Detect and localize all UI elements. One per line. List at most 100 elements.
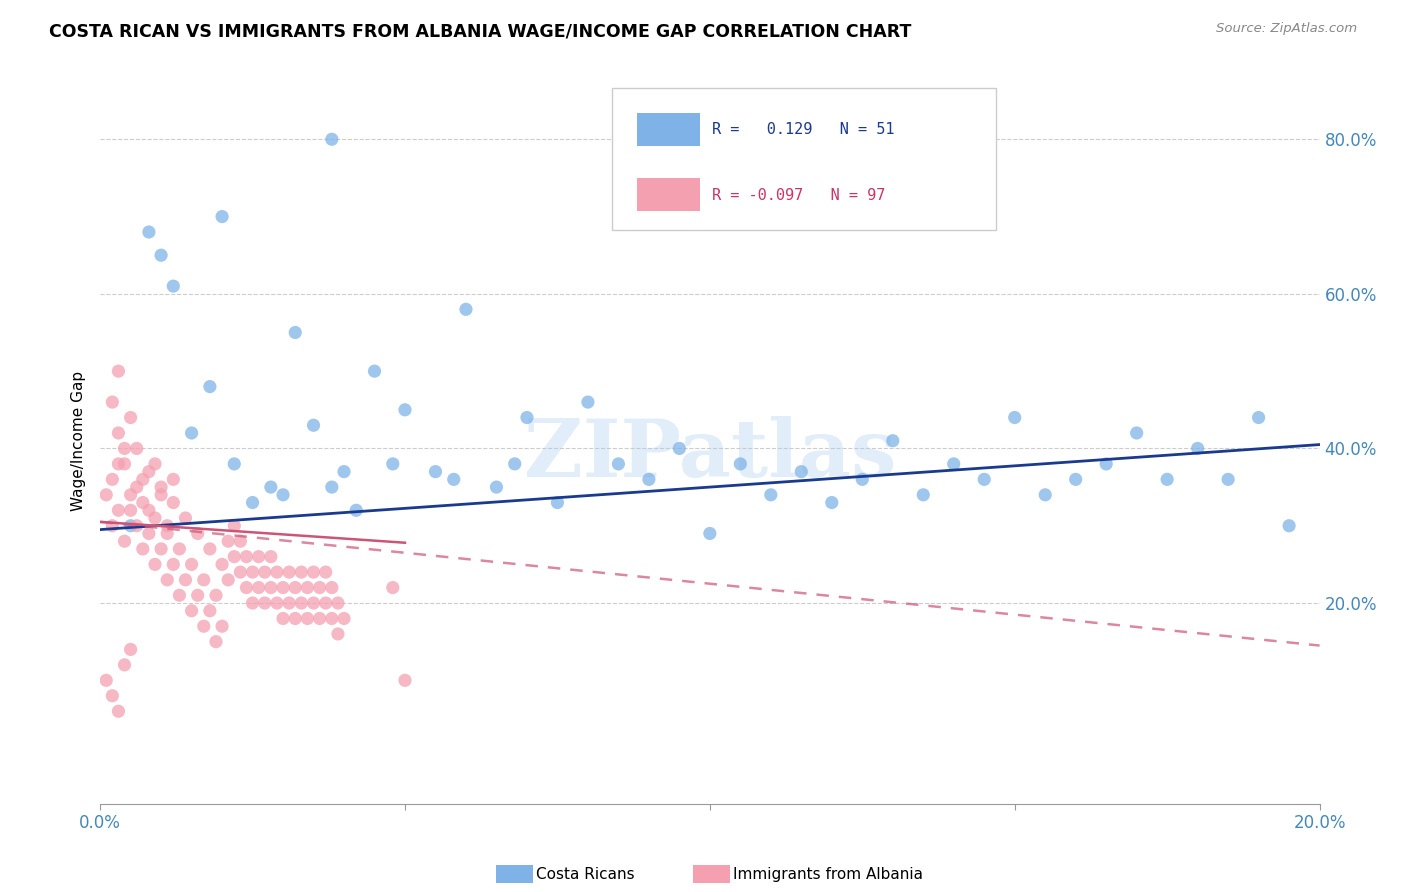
Point <box>321 132 343 146</box>
Point <box>156 518 179 533</box>
Point <box>1095 457 1118 471</box>
Text: Source: ZipAtlas.com: Source: ZipAtlas.com <box>1216 22 1357 36</box>
Point <box>242 565 264 579</box>
Point <box>284 581 307 595</box>
Point <box>321 480 343 494</box>
Point <box>125 480 148 494</box>
FancyBboxPatch shape <box>637 178 700 211</box>
Point <box>120 642 142 657</box>
Point <box>125 518 148 533</box>
Point <box>242 495 264 509</box>
Point <box>138 225 160 239</box>
Text: ZIPatlas: ZIPatlas <box>523 417 896 494</box>
Point <box>120 488 142 502</box>
Point <box>668 442 690 456</box>
Point <box>211 210 233 224</box>
Point <box>882 434 904 448</box>
Point <box>101 395 124 409</box>
Point <box>143 457 166 471</box>
Point <box>242 596 264 610</box>
Point <box>169 541 191 556</box>
Point <box>699 526 721 541</box>
Point <box>150 248 173 262</box>
Point <box>198 604 221 618</box>
Point <box>150 480 173 494</box>
Point <box>156 573 179 587</box>
Point <box>107 704 129 718</box>
Point <box>138 503 160 517</box>
Point <box>132 472 155 486</box>
Point <box>101 518 124 533</box>
Point <box>114 457 136 471</box>
Point <box>211 619 233 633</box>
Point <box>607 457 630 471</box>
Point <box>205 588 228 602</box>
Point <box>576 395 599 409</box>
Point <box>198 541 221 556</box>
Point <box>143 558 166 572</box>
Point <box>394 402 416 417</box>
Point <box>302 596 325 610</box>
Text: R = -0.097   N = 97: R = -0.097 N = 97 <box>713 187 886 202</box>
Point <box>229 534 252 549</box>
Point <box>224 549 246 564</box>
Point <box>271 581 294 595</box>
Point <box>217 573 239 587</box>
Point <box>96 673 118 688</box>
Point <box>454 302 477 317</box>
Point <box>224 457 246 471</box>
Point <box>120 410 142 425</box>
Point <box>187 526 209 541</box>
Point <box>143 511 166 525</box>
Point <box>730 457 752 471</box>
Point <box>333 611 356 625</box>
Point <box>150 488 173 502</box>
Point <box>315 596 337 610</box>
Point <box>344 503 367 517</box>
Point <box>315 565 337 579</box>
Point <box>308 611 330 625</box>
Point <box>394 673 416 688</box>
Point <box>1156 472 1178 486</box>
Point <box>101 472 124 486</box>
Point <box>638 472 661 486</box>
Point <box>125 442 148 456</box>
Point <box>912 488 935 502</box>
Point <box>271 611 294 625</box>
Point <box>235 581 257 595</box>
Point <box>180 558 202 572</box>
Point <box>114 657 136 672</box>
Point <box>138 465 160 479</box>
Point <box>485 480 508 494</box>
Text: COSTA RICAN VS IMMIGRANTS FROM ALBANIA WAGE/INCOME GAP CORRELATION CHART: COSTA RICAN VS IMMIGRANTS FROM ALBANIA W… <box>49 22 911 40</box>
Point <box>120 503 142 517</box>
Point <box>271 488 294 502</box>
Point <box>162 558 184 572</box>
Y-axis label: Wage/Income Gap: Wage/Income Gap <box>72 371 86 511</box>
Point <box>107 364 129 378</box>
Text: Immigrants from Albania: Immigrants from Albania <box>733 867 922 881</box>
Point <box>326 596 349 610</box>
Point <box>321 581 343 595</box>
Point <box>138 526 160 541</box>
Point <box>162 472 184 486</box>
Point <box>211 558 233 572</box>
Point <box>1064 472 1087 486</box>
Point <box>107 503 129 517</box>
Point <box>302 418 325 433</box>
FancyBboxPatch shape <box>637 113 700 146</box>
Point <box>229 565 252 579</box>
Point <box>333 465 356 479</box>
Point <box>321 611 343 625</box>
Point <box>224 518 246 533</box>
Point <box>132 541 155 556</box>
Point <box>235 549 257 564</box>
Point <box>381 457 404 471</box>
Point <box>162 279 184 293</box>
Point <box>1125 425 1147 440</box>
Point <box>247 549 270 564</box>
Point <box>193 573 215 587</box>
Point <box>278 596 301 610</box>
Point <box>443 472 465 486</box>
Point <box>114 442 136 456</box>
